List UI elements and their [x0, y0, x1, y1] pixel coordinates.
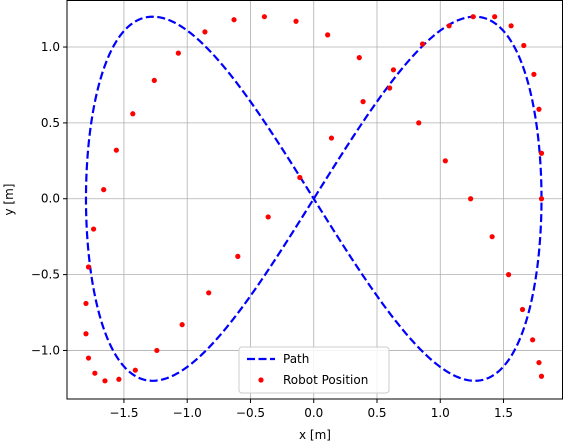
robot-position-point: [154, 347, 160, 354]
robot-position-point: [538, 196, 545, 202]
x-tick-label: 1.0: [431, 406, 450, 420]
robot-position-point: [446, 23, 452, 29]
robot-position-point: [151, 77, 157, 84]
robot-position-point: [519, 306, 526, 313]
robot-position-point: [538, 150, 545, 156]
x-tick-label: 1.5: [494, 406, 513, 420]
robot-position-point: [179, 322, 185, 328]
robot-position-point: [387, 85, 393, 91]
robot-position-point: [265, 214, 271, 220]
robot-position-point: [113, 147, 119, 153]
robot-position-point: [492, 14, 498, 20]
robot-position-point: [101, 187, 107, 193]
robot-position-point: [85, 355, 92, 361]
robot-position-point: [521, 42, 527, 49]
robot-position-point: [85, 264, 92, 270]
robot-position-point: [235, 253, 241, 259]
series-path-line: [84, 15, 543, 382]
robot-position-point: [83, 331, 89, 337]
y-axis-label: y [m]: [2, 184, 16, 216]
y-tick-label: 1.0: [41, 40, 60, 54]
x-tick-label: 0.0: [304, 406, 323, 420]
robot-position-point: [530, 337, 536, 343]
robot-position-point: [505, 272, 512, 278]
robot-position-point: [416, 120, 422, 126]
y-tick-label: 0.5: [41, 116, 60, 130]
robot-position-point: [508, 23, 514, 29]
robot-position-point: [130, 111, 136, 117]
robot-position-point: [470, 14, 476, 20]
robot-position-point: [261, 14, 267, 20]
robot-position-point: [536, 359, 542, 366]
x-tick-label: −0.5: [236, 406, 265, 420]
robot-position-point: [419, 41, 426, 47]
robot-position-point: [175, 50, 181, 56]
robot-position-point: [231, 17, 237, 23]
legend-robot-swatch: [258, 377, 264, 383]
robot-position-point: [83, 300, 89, 307]
robot-position-point: [293, 18, 299, 24]
robot-position-point: [297, 174, 303, 181]
grid-layer: [67, 0, 563, 399]
robot-position-point: [442, 158, 448, 164]
robot-position-point: [390, 67, 397, 73]
y-tick-label: −0.5: [31, 268, 60, 282]
robot-position-point: [102, 378, 108, 384]
robot-position-point: [356, 55, 362, 61]
robot-position-point: [116, 376, 122, 382]
robot-position-point: [328, 135, 335, 141]
robot-position-point: [132, 367, 138, 373]
robot-position-point: [531, 71, 537, 77]
robot-position-point: [90, 226, 97, 232]
path-layer: [84, 15, 543, 382]
robot-position-point: [202, 29, 208, 35]
y-tick-label: 0.0: [41, 192, 60, 206]
x-tick-label: −1.0: [173, 406, 202, 420]
robot-position-point: [489, 234, 495, 240]
legend: Path Robot Position: [238, 346, 390, 394]
robot-position-point: [468, 196, 474, 202]
legend-box: [238, 346, 390, 394]
robot-position-point: [206, 290, 212, 296]
legend-robot-label: Robot Position: [283, 373, 368, 387]
robot-position-point: [360, 99, 366, 105]
y-tick-label: −1.0: [31, 343, 60, 357]
robot-position-point: [325, 32, 331, 38]
x-tick-label: 0.5: [367, 406, 386, 420]
legend-path-label: Path: [283, 352, 309, 366]
points-layer: [83, 14, 545, 384]
robot-position-point: [536, 106, 542, 112]
x-tick-label: −1.5: [109, 406, 138, 420]
x-axis-label: x [m]: [299, 428, 331, 442]
robot-position-point: [538, 373, 545, 379]
robot-position-point: [92, 370, 98, 376]
